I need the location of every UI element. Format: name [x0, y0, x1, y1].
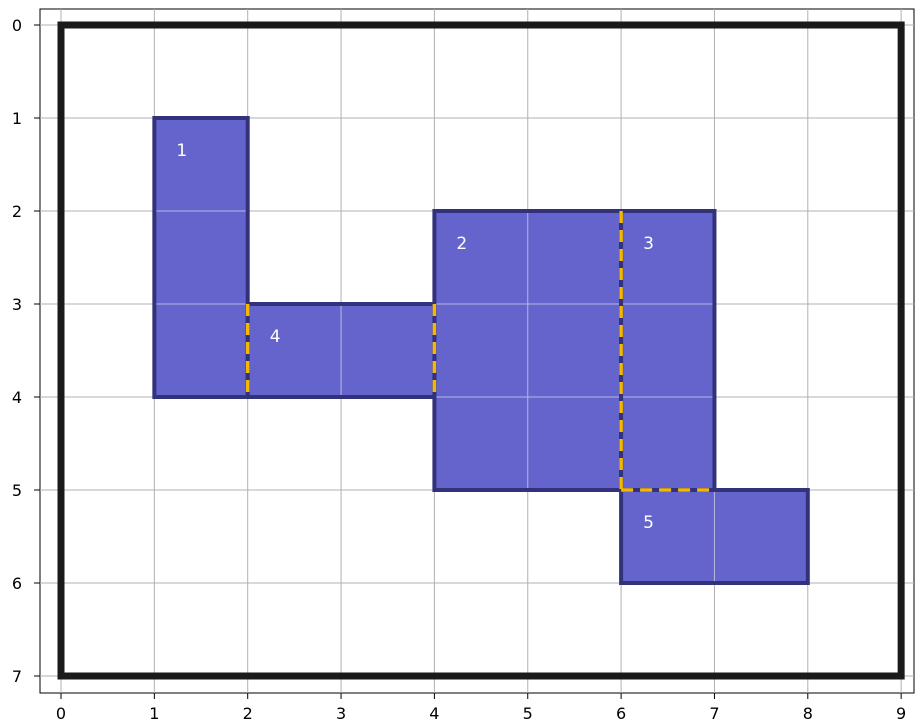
rectangle-label-3: 3: [643, 234, 654, 254]
x-tick-label: 4: [429, 704, 439, 723]
y-tick-label: 4: [12, 388, 22, 407]
x-tick-label: 8: [803, 704, 813, 723]
x-tick-label: 5: [523, 704, 533, 723]
y-tick-label: 0: [12, 16, 22, 35]
y-tick-label: 2: [12, 202, 22, 221]
rectangle-labels: 1 2 3 4 5: [176, 141, 654, 533]
rectangles: [152, 116, 810, 585]
y-tick-label: 5: [12, 481, 22, 500]
x-tick-label: 3: [336, 704, 346, 723]
x-tick-label: 6: [616, 704, 626, 723]
rectangle-3: [619, 209, 717, 492]
rectangle-label-2: 2: [456, 234, 467, 254]
y-tick-label: 7: [12, 667, 22, 686]
x-tick-label: 7: [709, 704, 719, 723]
x-axis-ticks: 0 1 2 3 4 5 6 7 8 9: [56, 693, 906, 723]
rectangle-label-4: 4: [270, 327, 281, 347]
x-tick-label: 0: [56, 704, 66, 723]
x-tick-label: 9: [896, 704, 906, 723]
y-tick-label: 3: [12, 295, 22, 314]
shared-edges: [245, 211, 715, 492]
y-axis-ticks: 0 1 2 3 4 5 6 7: [12, 16, 40, 686]
axes-frame: [39, 8, 915, 694]
y-tick-label: 6: [12, 574, 22, 593]
rectangle-label-1: 1: [176, 141, 187, 161]
rectangle-1: [152, 116, 250, 399]
container-border: [57, 21, 905, 680]
x-tick-label: 2: [243, 704, 253, 723]
rectangle-label-5: 5: [643, 513, 654, 533]
y-tick-label: 1: [12, 109, 22, 128]
x-tick-label: 1: [149, 704, 159, 723]
container-outline: [57, 21, 905, 680]
